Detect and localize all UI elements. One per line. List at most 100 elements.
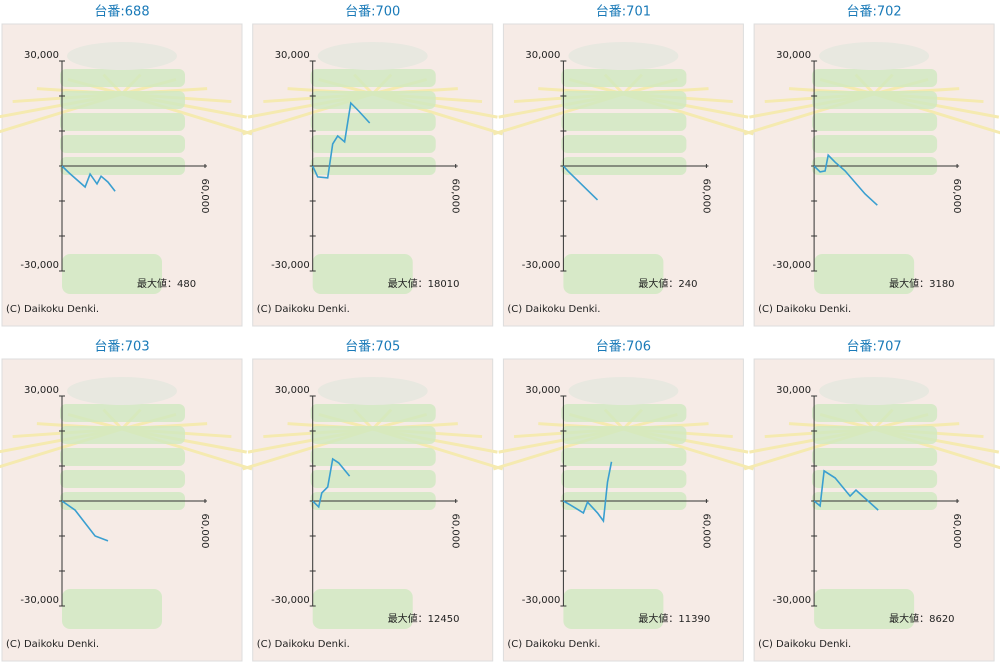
decor-top (568, 42, 679, 70)
y-tick-label: 30,000 (776, 385, 811, 396)
profit-line (311, 101, 371, 179)
copyright: (C) Daikoku Denki. (758, 304, 851, 315)
decor-tray (60, 113, 185, 131)
decor-tray (310, 69, 436, 87)
decor-tray (812, 470, 938, 488)
decor-tray (812, 426, 938, 444)
decor-tray (310, 470, 436, 488)
chart-title: 台番:688 (94, 5, 149, 20)
chart-title: 台番:702 (846, 5, 901, 20)
y-tick-label: -30,000 (522, 260, 561, 271)
decor-tray (60, 69, 185, 87)
y-tick-label: -30,000 (271, 260, 310, 271)
decor-tray (561, 135, 687, 153)
decor-tray (312, 589, 413, 629)
decor-tray (812, 448, 938, 466)
y-tick-label: 30,000 (525, 385, 560, 396)
decor-tray (561, 113, 687, 131)
y-tick-label: -30,000 (20, 595, 59, 606)
chart-title: 台番:707 (846, 340, 901, 355)
copyright: (C) Daikoku Denki. (6, 639, 99, 650)
x-tick-label: 60,000 (199, 179, 210, 214)
chart-panel: 台番:705 30,000 -30,000 60,000 最大値：12450 (C) Da… (242, 340, 504, 662)
y-tick-label: -30,000 (20, 260, 59, 271)
decor-top (568, 377, 679, 405)
decor-tray (310, 135, 436, 153)
decor-tray (60, 404, 185, 422)
chart-title: 台番:703 (94, 340, 149, 355)
y-tick-label: 30,000 (776, 50, 811, 61)
y-tick-label: 30,000 (525, 50, 560, 61)
profit-line (61, 165, 116, 192)
max-label: 最大値：480 (137, 277, 196, 290)
decor-tray (561, 448, 687, 466)
chart-title: 台番:701 (596, 5, 651, 20)
y-tick-label: -30,000 (271, 595, 310, 606)
y-tick-label: -30,000 (772, 595, 811, 606)
copyright: (C) Daikoku Denki. (257, 304, 350, 315)
chart-panel: 台番:707 30,000 -30,000 60,000 最大値：8620 (C) Dai… (743, 340, 1000, 662)
y-tick-label: 30,000 (24, 50, 59, 61)
decor-tray (812, 69, 938, 87)
copyright: (C) Daikoku Denki. (758, 639, 851, 650)
decor-tray (60, 426, 185, 444)
decor-tray (60, 135, 185, 153)
decor-tray (60, 470, 185, 488)
chart-panel: 台番:701 30,000 -30,000 60,000 最大値：240 (C) Daik… (492, 5, 754, 327)
chart-title: 台番:700 (345, 5, 400, 20)
profit-line (563, 461, 613, 524)
profit-line (813, 469, 879, 511)
chart-panel: 台番:688 30,000 -30,000 60,000 最大値：480 (C) Daik… (0, 5, 253, 327)
decor-tray (60, 91, 185, 109)
decor-tray (563, 589, 664, 629)
y-tick-label: 30,000 (275, 50, 310, 61)
chart-panel: 台番:702 30,000 -30,000 60,000 最大値：3180 (C) Dai… (743, 5, 1000, 327)
chart-title: 台番:706 (596, 340, 651, 355)
profit-line (813, 153, 878, 206)
x-tick-label: 60,000 (199, 514, 210, 549)
max-label: 最大値：240 (638, 277, 697, 290)
decor-tray (310, 448, 436, 466)
decor-tray (312, 254, 413, 294)
decor-tray (812, 404, 938, 422)
copyright: (C) Daikoku Denki. (257, 639, 350, 650)
x-tick-label: 60,000 (450, 179, 461, 214)
max-label: 最大値：18010 (388, 277, 460, 290)
copyright: (C) Daikoku Denki. (507, 304, 600, 315)
chart-panel: 台番:703 30,000 -30,000 60,000 (C) Daikoku Den… (0, 340, 253, 662)
x-tick-label: 60,000 (700, 514, 711, 549)
decor-tray (814, 589, 915, 629)
decor-top (317, 377, 428, 405)
decor-top (67, 377, 177, 405)
decor-tray (310, 113, 436, 131)
decor-tray (561, 91, 687, 109)
decor-top (819, 377, 930, 405)
profit-line (61, 500, 109, 542)
x-tick-label: 60,000 (951, 179, 962, 214)
x-tick-label: 60,000 (951, 514, 962, 549)
decor-tray (812, 135, 938, 153)
decor-tray (563, 254, 664, 294)
decor-top (67, 42, 177, 70)
max-label: 最大値：8620 (889, 612, 954, 625)
max-label: 最大値：11390 (638, 612, 710, 625)
decor-tray (62, 254, 162, 294)
decor-top (819, 42, 930, 70)
copyright: (C) Daikoku Denki. (507, 639, 600, 650)
decor-tray (60, 448, 185, 466)
decor-tray (812, 91, 938, 109)
profit-line (312, 457, 351, 509)
x-tick-label: 60,000 (450, 514, 461, 549)
chart-title: 台番:705 (345, 340, 400, 355)
y-tick-label: 30,000 (275, 385, 310, 396)
max-label: 最大値：3180 (889, 277, 954, 290)
max-label: 最大値：12450 (388, 612, 460, 625)
chart-panel: 台番:706 30,000 -30,000 60,000 最大値：11390 (C) Da… (492, 340, 754, 662)
copyright: (C) Daikoku Denki. (6, 304, 99, 315)
x-tick-label: 60,000 (700, 179, 711, 214)
decor-tray (561, 69, 687, 87)
decor-tray (812, 113, 938, 131)
decor-tray (561, 426, 687, 444)
decor-tray (561, 470, 687, 488)
